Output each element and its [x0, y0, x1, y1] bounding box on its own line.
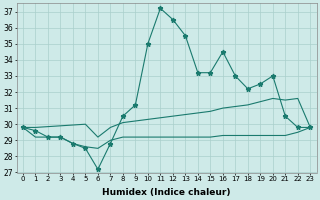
X-axis label: Humidex (Indice chaleur): Humidex (Indice chaleur) — [102, 188, 231, 197]
